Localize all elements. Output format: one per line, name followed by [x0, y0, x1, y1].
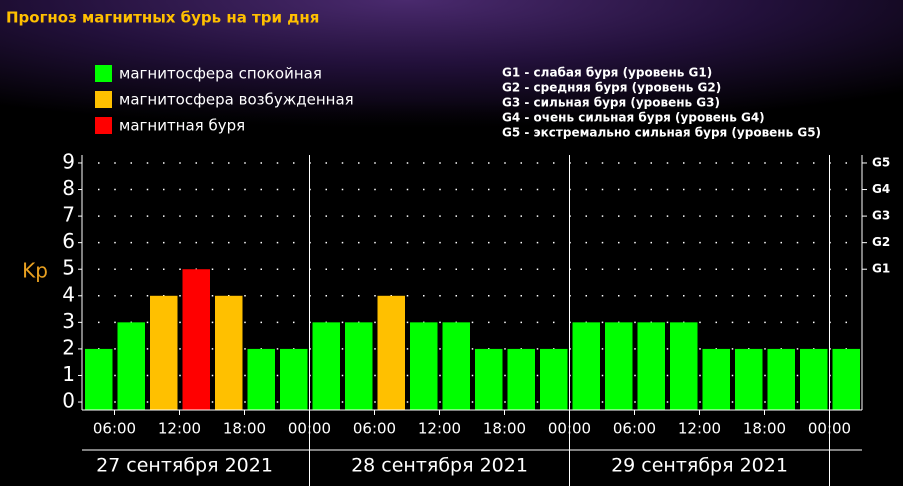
y2-tick-label: G1: [872, 262, 890, 276]
y-tick-label: 0: [62, 389, 75, 413]
legend-swatch: [95, 117, 112, 134]
y-tick-label: 4: [62, 282, 75, 306]
bar: [117, 322, 145, 410]
bar: [475, 348, 503, 410]
legend-label: магнитосфера возбужденная: [119, 91, 354, 109]
y-tick-label: 6: [62, 229, 75, 253]
bar: [85, 348, 113, 410]
x-tick-label: 06:00: [353, 420, 396, 438]
bar: [377, 295, 405, 410]
y2-tick-label: G2: [872, 235, 890, 249]
g-legend-item: G1 - слабая буря (уровень G1): [502, 66, 712, 80]
day-label: 29 сентября 2021: [611, 455, 788, 477]
y-tick-label: 2: [62, 335, 75, 359]
y-tick-label: 5: [62, 256, 75, 280]
y2-tick-label: G4: [872, 182, 890, 196]
legend-swatch: [95, 91, 112, 108]
x-tick-label: 12:00: [158, 420, 201, 438]
bar: [410, 322, 438, 410]
g-legend-item: G5 - экстремально сильная буря (уровень …: [502, 126, 821, 140]
y-axis-label: Kp: [22, 259, 48, 283]
background-fade: [0, 100, 903, 160]
g-legend-item: G4 - очень сильная буря (уровень G4): [502, 111, 765, 125]
bar: [345, 322, 373, 410]
y-tick-label: 8: [62, 176, 75, 200]
bar: [767, 348, 795, 410]
bar: [280, 348, 308, 410]
bar: [442, 322, 470, 410]
bar: [605, 322, 633, 410]
legend-label: магнитосфера спокойная: [119, 65, 322, 83]
bar: [572, 322, 600, 410]
x-tick-label: 18:00: [223, 420, 266, 438]
y-tick-label: 7: [62, 203, 75, 227]
x-tick-label: 06:00: [613, 420, 656, 438]
chart-title: Прогноз магнитных бурь на три дня: [6, 9, 319, 27]
bar: [800, 348, 828, 410]
bar: [735, 348, 763, 410]
bar: [832, 348, 860, 410]
bar: [507, 348, 535, 410]
legend-swatch: [95, 65, 112, 82]
day-label: 27 сентября 2021: [96, 455, 273, 477]
x-tick-label: 18:00: [483, 420, 526, 438]
bar: [215, 295, 243, 410]
bar: [150, 295, 178, 410]
x-tick-label: 06:00: [93, 420, 136, 438]
y2-tick-label: G3: [872, 209, 890, 223]
y2-tick-label: G5: [872, 155, 890, 169]
y-tick-label: 3: [62, 309, 75, 333]
x-tick-label: 12:00: [418, 420, 461, 438]
bar: [540, 348, 568, 410]
y-tick-label: 9: [62, 149, 75, 173]
bar: [637, 322, 665, 410]
bar: [702, 348, 730, 410]
bar: [247, 348, 275, 410]
bar: [670, 322, 698, 410]
x-tick-label: 12:00: [678, 420, 721, 438]
g-legend-item: G3 - сильная буря (уровень G3): [502, 96, 720, 110]
bar: [312, 322, 340, 410]
day-label: 28 сентября 2021: [351, 455, 528, 477]
x-tick-label: 18:00: [743, 420, 786, 438]
bar: [182, 269, 210, 410]
g-legend-item: G2 - средняя буря (уровень G2): [502, 81, 721, 95]
y-tick-label: 1: [62, 362, 75, 386]
legend-label: магнитная буря: [119, 117, 245, 135]
